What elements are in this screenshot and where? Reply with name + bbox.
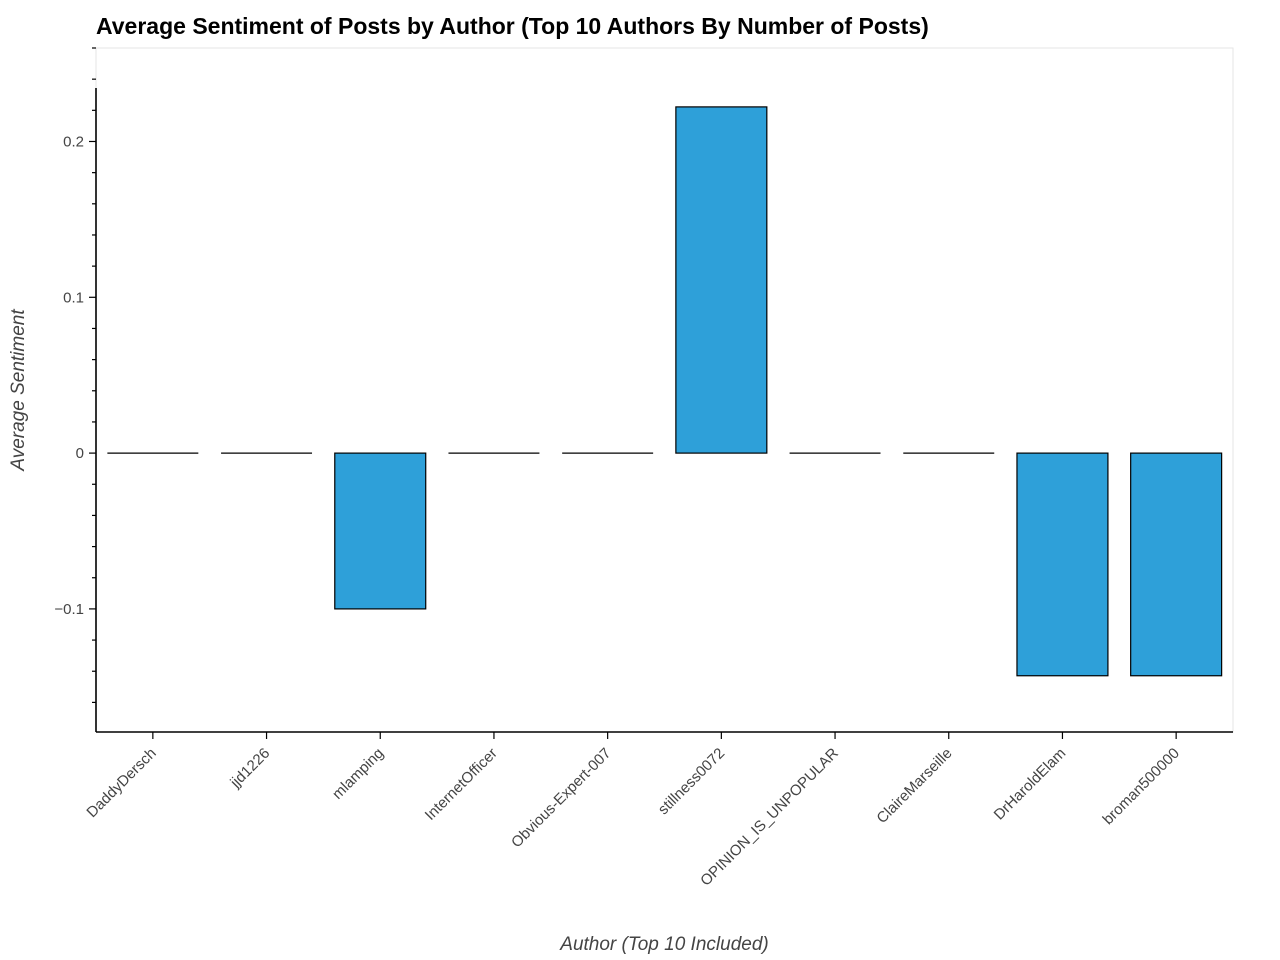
x-tick-label-DaddyDersch: DaddyDersch — [83, 745, 159, 821]
x-axis: DaddyDersch jjd1226 mlamping InternetOffice… — [83, 731, 1233, 890]
x-tick-label-DrHaroldElam: DrHaroldElam — [991, 745, 1070, 824]
bar-mlamping — [334, 452, 427, 610]
x-tick-label-Obvious-Expert-007: Obvious-Expert-007 — [508, 745, 614, 851]
y-tick-label: 0.2 — [63, 133, 84, 150]
bars-group — [107, 106, 1223, 677]
bar-broman500000 — [1130, 452, 1223, 677]
x-axis-title: Author (Top 10 Included) — [559, 934, 768, 955]
x-tick-label-stillness0072: stillness0072 — [655, 745, 728, 818]
x-tick-label-mlamping: mlamping — [329, 745, 387, 803]
bar-stillness0072 — [675, 106, 768, 454]
bar-DrHaroldElam — [1016, 452, 1109, 677]
y-tick-label: −0.1 — [54, 601, 84, 618]
x-tick-label-broman500000: broman500000 — [1100, 745, 1183, 828]
y-tick-label: 0.1 — [63, 289, 84, 306]
x-tick-label-jjd1226: jjd1226 — [226, 745, 273, 792]
y-axis: −0.1 0 0.1 0.2 — [54, 47, 97, 732]
x-tick-label-OPINION_IS_UNPOPULAR: OPINION_IS_UNPOPULAR — [697, 745, 842, 890]
x-tick-label-ClaireMarseille: ClaireMarseille — [873, 745, 955, 827]
y-axis-title: Average Sentiment — [8, 309, 29, 472]
chart-title: Average Sentiment of Posts by Author (To… — [96, 13, 929, 39]
x-tick-label-InternetOfficer: InternetOfficer — [422, 745, 501, 824]
y-tick-label: 0 — [76, 445, 84, 462]
